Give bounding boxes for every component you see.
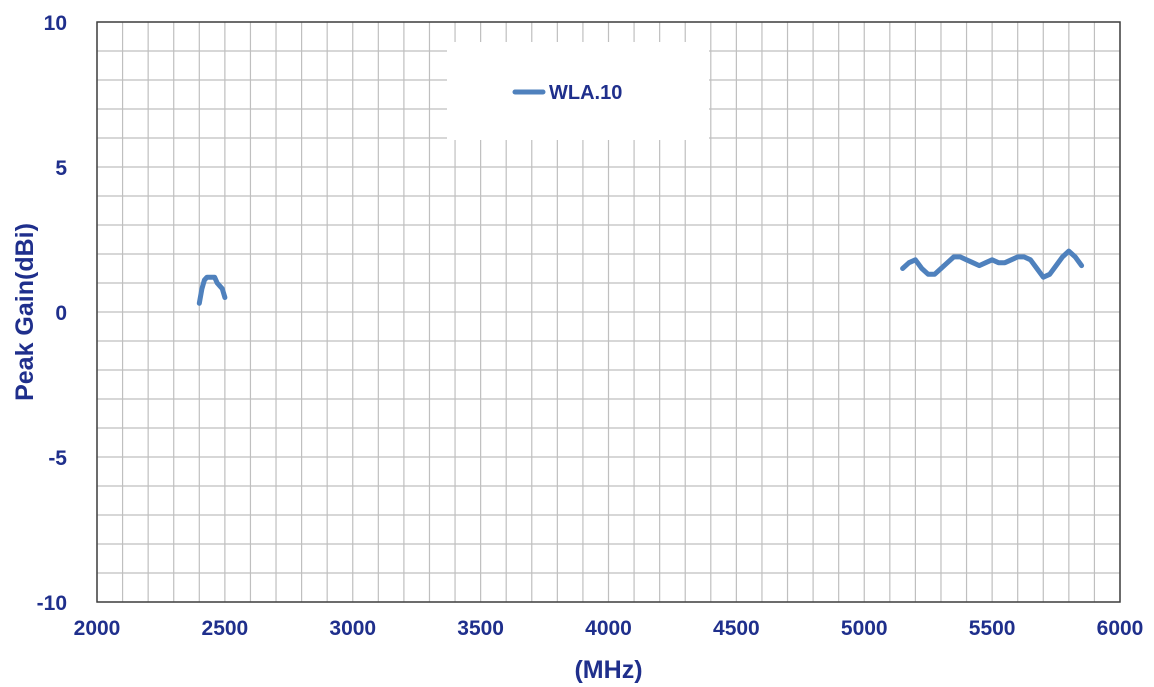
y-tick-label: 5 xyxy=(55,157,67,180)
series-line-wla10 xyxy=(196,274,228,306)
x-tick-label: 2000 xyxy=(74,617,121,640)
y-axis-title: Peak Gain(dBi) xyxy=(11,223,39,401)
y-tick-labels: 10 5 0 -5 -10 xyxy=(37,12,68,615)
x-tick-label: 6000 xyxy=(1097,617,1144,640)
series-line-wla10 xyxy=(900,248,1085,280)
x-tick-label: 5000 xyxy=(841,617,888,640)
legend-box xyxy=(447,42,709,140)
x-tick-label: 3000 xyxy=(329,617,376,640)
x-tick-label: 3500 xyxy=(457,617,504,640)
series-layer xyxy=(196,248,1085,306)
y-tick-label: -10 xyxy=(37,592,67,615)
y-tick-label: 0 xyxy=(55,302,67,325)
x-axis-title: (MHz) xyxy=(574,656,642,684)
x-tick-label: 4000 xyxy=(585,617,632,640)
grid xyxy=(96,21,1121,603)
x-tick-label: 5500 xyxy=(969,617,1016,640)
plot-frame xyxy=(96,21,1121,603)
plot-border xyxy=(96,21,1121,603)
legend-label: WLA.10 xyxy=(549,82,622,104)
y-tick-label: -5 xyxy=(48,447,67,470)
x-tick-labels: 2000 2500 3000 3500 4000 4500 5000 5500 6000 xyxy=(74,617,1144,640)
y-tick-label: 10 xyxy=(44,12,67,35)
x-tick-label: 4500 xyxy=(713,617,760,640)
legend: WLA.10 xyxy=(447,42,709,140)
x-tick-label: 2500 xyxy=(202,617,249,640)
